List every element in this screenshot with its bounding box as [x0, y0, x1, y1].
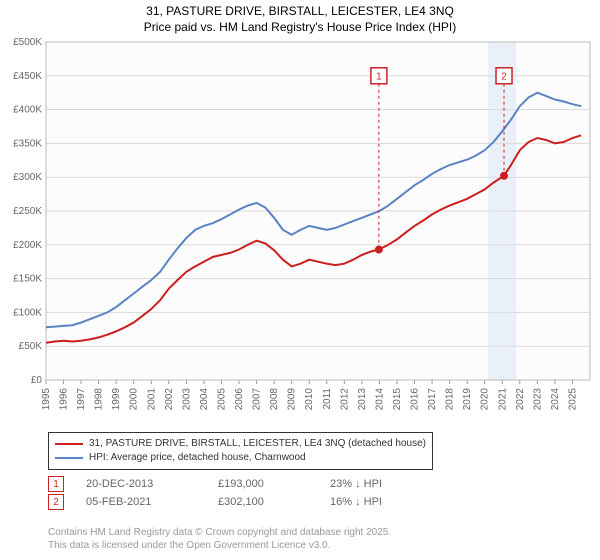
svg-text:£100K: £100K — [13, 307, 42, 318]
svg-text:2017: 2017 — [427, 388, 438, 411]
svg-text:2016: 2016 — [410, 388, 421, 411]
svg-text:2010: 2010 — [304, 388, 315, 411]
svg-text:1998: 1998 — [94, 388, 105, 411]
transaction-price: £193,000 — [218, 478, 308, 490]
marker-point-1 — [375, 246, 383, 254]
svg-text:£150K: £150K — [13, 274, 42, 285]
footer-attribution: Contains HM Land Registry data © Crown c… — [48, 526, 391, 552]
marker-point-2 — [500, 172, 508, 180]
svg-text:2: 2 — [501, 71, 507, 82]
svg-text:2024: 2024 — [550, 388, 561, 411]
svg-text:2021: 2021 — [497, 388, 508, 411]
legend-item: 31, PASTURE DRIVE, BIRSTALL, LEICESTER, … — [55, 437, 426, 451]
svg-text:2000: 2000 — [129, 388, 140, 411]
svg-text:2012: 2012 — [339, 388, 350, 411]
svg-text:1997: 1997 — [76, 388, 87, 411]
svg-text:1996: 1996 — [59, 388, 70, 411]
svg-text:2007: 2007 — [252, 388, 263, 411]
svg-text:£400K: £400K — [13, 105, 42, 116]
transaction-row: 1 20-DEC-2013 £193,000 23% ↓ HPI — [48, 476, 382, 492]
legend-box: 31, PASTURE DRIVE, BIRSTALL, LEICESTER, … — [48, 432, 433, 470]
svg-text:£0: £0 — [31, 375, 43, 386]
transaction-delta: 16% ↓ HPI — [330, 496, 382, 508]
transaction-date: 05-FEB-2021 — [86, 496, 196, 508]
transaction-table: 1 20-DEC-2013 £193,000 23% ↓ HPI 2 05-FEB-202… — [48, 474, 382, 512]
svg-text:£50K: £50K — [19, 341, 43, 352]
svg-text:2022: 2022 — [515, 388, 526, 411]
legend-item: HPI: Average price, detached house, Char… — [55, 451, 426, 465]
transaction-delta: 23% ↓ HPI — [330, 478, 382, 490]
transaction-price: £302,100 — [218, 496, 308, 508]
chart-canvas: £0 £50K £100K £150K £200K £250K £300K £350K £400… — [0, 0, 600, 420]
svg-text:£250K: £250K — [13, 206, 42, 217]
legend-swatch — [55, 457, 83, 459]
footer-line2: This data is licensed under the Open Gov… — [48, 539, 391, 552]
footer-line1: Contains HM Land Registry data © Crown c… — [48, 526, 391, 539]
svg-text:1999: 1999 — [111, 388, 122, 411]
transaction-badge: 2 — [48, 494, 64, 510]
svg-text:2006: 2006 — [234, 388, 245, 411]
legend-label: 31, PASTURE DRIVE, BIRSTALL, LEICESTER, … — [89, 437, 426, 451]
legend-label: HPI: Average price, detached house, Char… — [89, 451, 306, 465]
svg-text:1995: 1995 — [41, 388, 52, 411]
svg-text:2008: 2008 — [269, 388, 280, 411]
svg-text:£200K: £200K — [13, 240, 42, 251]
svg-text:2011: 2011 — [322, 388, 333, 410]
svg-text:2002: 2002 — [164, 388, 175, 411]
svg-text:£450K: £450K — [13, 71, 42, 82]
svg-text:2015: 2015 — [392, 388, 403, 411]
svg-text:£500K: £500K — [13, 37, 42, 48]
svg-text:£300K: £300K — [13, 172, 42, 183]
transaction-date: 20-DEC-2013 — [86, 478, 196, 490]
svg-text:2003: 2003 — [181, 388, 192, 411]
transaction-row: 2 05-FEB-2021 £302,100 16% ↓ HPI — [48, 494, 382, 510]
svg-text:2004: 2004 — [199, 388, 210, 411]
svg-text:2001: 2001 — [146, 388, 157, 411]
svg-text:£350K: £350K — [13, 138, 42, 149]
svg-text:2019: 2019 — [462, 388, 473, 411]
svg-text:2014: 2014 — [374, 388, 385, 411]
transaction-badge: 1 — [48, 476, 64, 492]
svg-text:2023: 2023 — [532, 388, 543, 411]
svg-text:2020: 2020 — [480, 388, 491, 411]
legend-swatch — [55, 443, 83, 445]
svg-text:2025: 2025 — [567, 388, 578, 411]
svg-text:1: 1 — [376, 71, 382, 82]
svg-text:2018: 2018 — [445, 388, 456, 411]
svg-text:2013: 2013 — [357, 388, 368, 411]
svg-text:2005: 2005 — [216, 388, 227, 411]
svg-text:2009: 2009 — [287, 388, 298, 411]
